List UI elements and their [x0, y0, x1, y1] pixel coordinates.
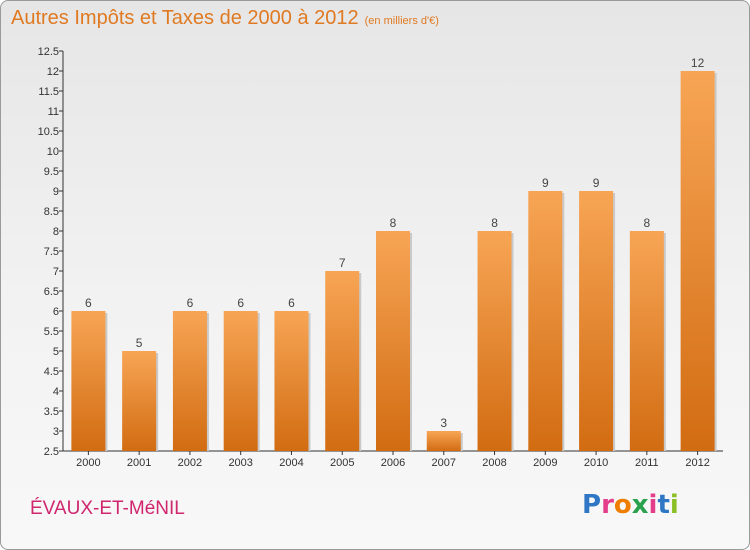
data-label: 6 — [187, 296, 194, 310]
y-tick-label: 10 — [47, 146, 59, 158]
y-tick-label: 9 — [53, 186, 59, 198]
bar — [223, 311, 258, 451]
y-tick-label: 8 — [53, 226, 59, 238]
y-tick-label: 10.5 — [38, 126, 59, 138]
x-tick-label: 2006 — [381, 457, 405, 469]
y-tick-label: 4.5 — [44, 366, 59, 378]
y-tick-label: 11 — [48, 106, 59, 118]
x-tick-label: 2011 — [635, 457, 659, 469]
bar — [629, 231, 664, 451]
bar — [71, 311, 106, 451]
bar — [477, 231, 512, 451]
y-tick-label: 12 — [47, 66, 59, 78]
bar — [122, 351, 157, 451]
y-tick-label: 3 — [53, 426, 59, 438]
x-tick-label: 2001 — [127, 457, 151, 469]
y-tick-label: 5 — [53, 346, 59, 358]
data-label: 6 — [85, 296, 92, 310]
chart-bars — [71, 71, 717, 451]
bar — [172, 311, 207, 451]
logo-letter: i — [669, 490, 679, 520]
x-tick-label: 2012 — [685, 457, 709, 469]
data-label: 9 — [542, 176, 549, 190]
bar — [680, 71, 715, 451]
data-label: 8 — [491, 216, 498, 230]
title-text: Autres Impôts et Taxes de 2000 à 2012 — [11, 7, 359, 29]
proxiti-logo[interactable]: Proxiti — [582, 490, 679, 520]
y-tick-label: 4 — [53, 386, 59, 398]
x-tick-label: 2004 — [279, 457, 303, 469]
chart-subtitle: (en milliers d'€) — [364, 15, 439, 27]
y-tick-label: 7 — [53, 266, 59, 278]
bar — [325, 271, 360, 451]
data-label: 7 — [339, 256, 346, 270]
data-label: 8 — [390, 216, 397, 230]
y-tick-label: 7.5 — [44, 246, 59, 258]
x-tick-label: 2000 — [76, 457, 100, 469]
x-tick-label: 2002 — [178, 457, 202, 469]
y-tick-label: 6 — [53, 306, 59, 318]
y-tick-label: 12.5 — [38, 46, 59, 58]
y-tick-label: 8.5 — [44, 206, 59, 218]
location-name: ÉVAUX-ET-MéNIL — [30, 498, 185, 519]
logo-letter: t — [657, 490, 670, 520]
x-tick-label: 2003 — [228, 457, 252, 469]
data-label: 6 — [237, 296, 244, 310]
y-tick-label: 6.5 — [44, 286, 59, 298]
data-label: 3 — [440, 416, 447, 430]
x-tick-label: 2009 — [533, 457, 557, 469]
logo-letter: i — [648, 490, 658, 520]
chart-labels: 6 5 6 6 6 7 8 3 8 9 9 8 12 — [85, 56, 705, 430]
y-tick-label: 2.5 — [44, 446, 59, 458]
data-label: 9 — [593, 176, 600, 190]
y-tick-label: 5.5 — [44, 326, 59, 338]
bar — [579, 191, 614, 451]
x-tick-label: 2005 — [330, 457, 354, 469]
logo-letter: r — [601, 490, 614, 520]
logo-letter: o — [613, 490, 632, 520]
x-tick-label: 2007 — [432, 457, 456, 469]
bar — [528, 191, 563, 451]
bar — [376, 231, 410, 451]
x-tick-label: 2010 — [584, 457, 608, 469]
logo-letter: x — [631, 490, 649, 520]
data-label: 5 — [136, 336, 143, 350]
data-label: 8 — [644, 216, 651, 230]
logo-letter: P — [582, 490, 602, 520]
y-tick-label: 9.5 — [44, 166, 59, 178]
y-tick-label: 3.5 — [44, 406, 59, 418]
bar — [426, 431, 461, 451]
chart-title: Autres Impôts et Taxes de 2000 à 2012 (en… — [11, 7, 439, 30]
y-tick-label: 11.5 — [38, 86, 59, 98]
data-label: 12 — [691, 56, 705, 70]
x-tick-label: 2008 — [482, 457, 506, 469]
bar — [274, 311, 309, 451]
data-label: 6 — [288, 296, 295, 310]
